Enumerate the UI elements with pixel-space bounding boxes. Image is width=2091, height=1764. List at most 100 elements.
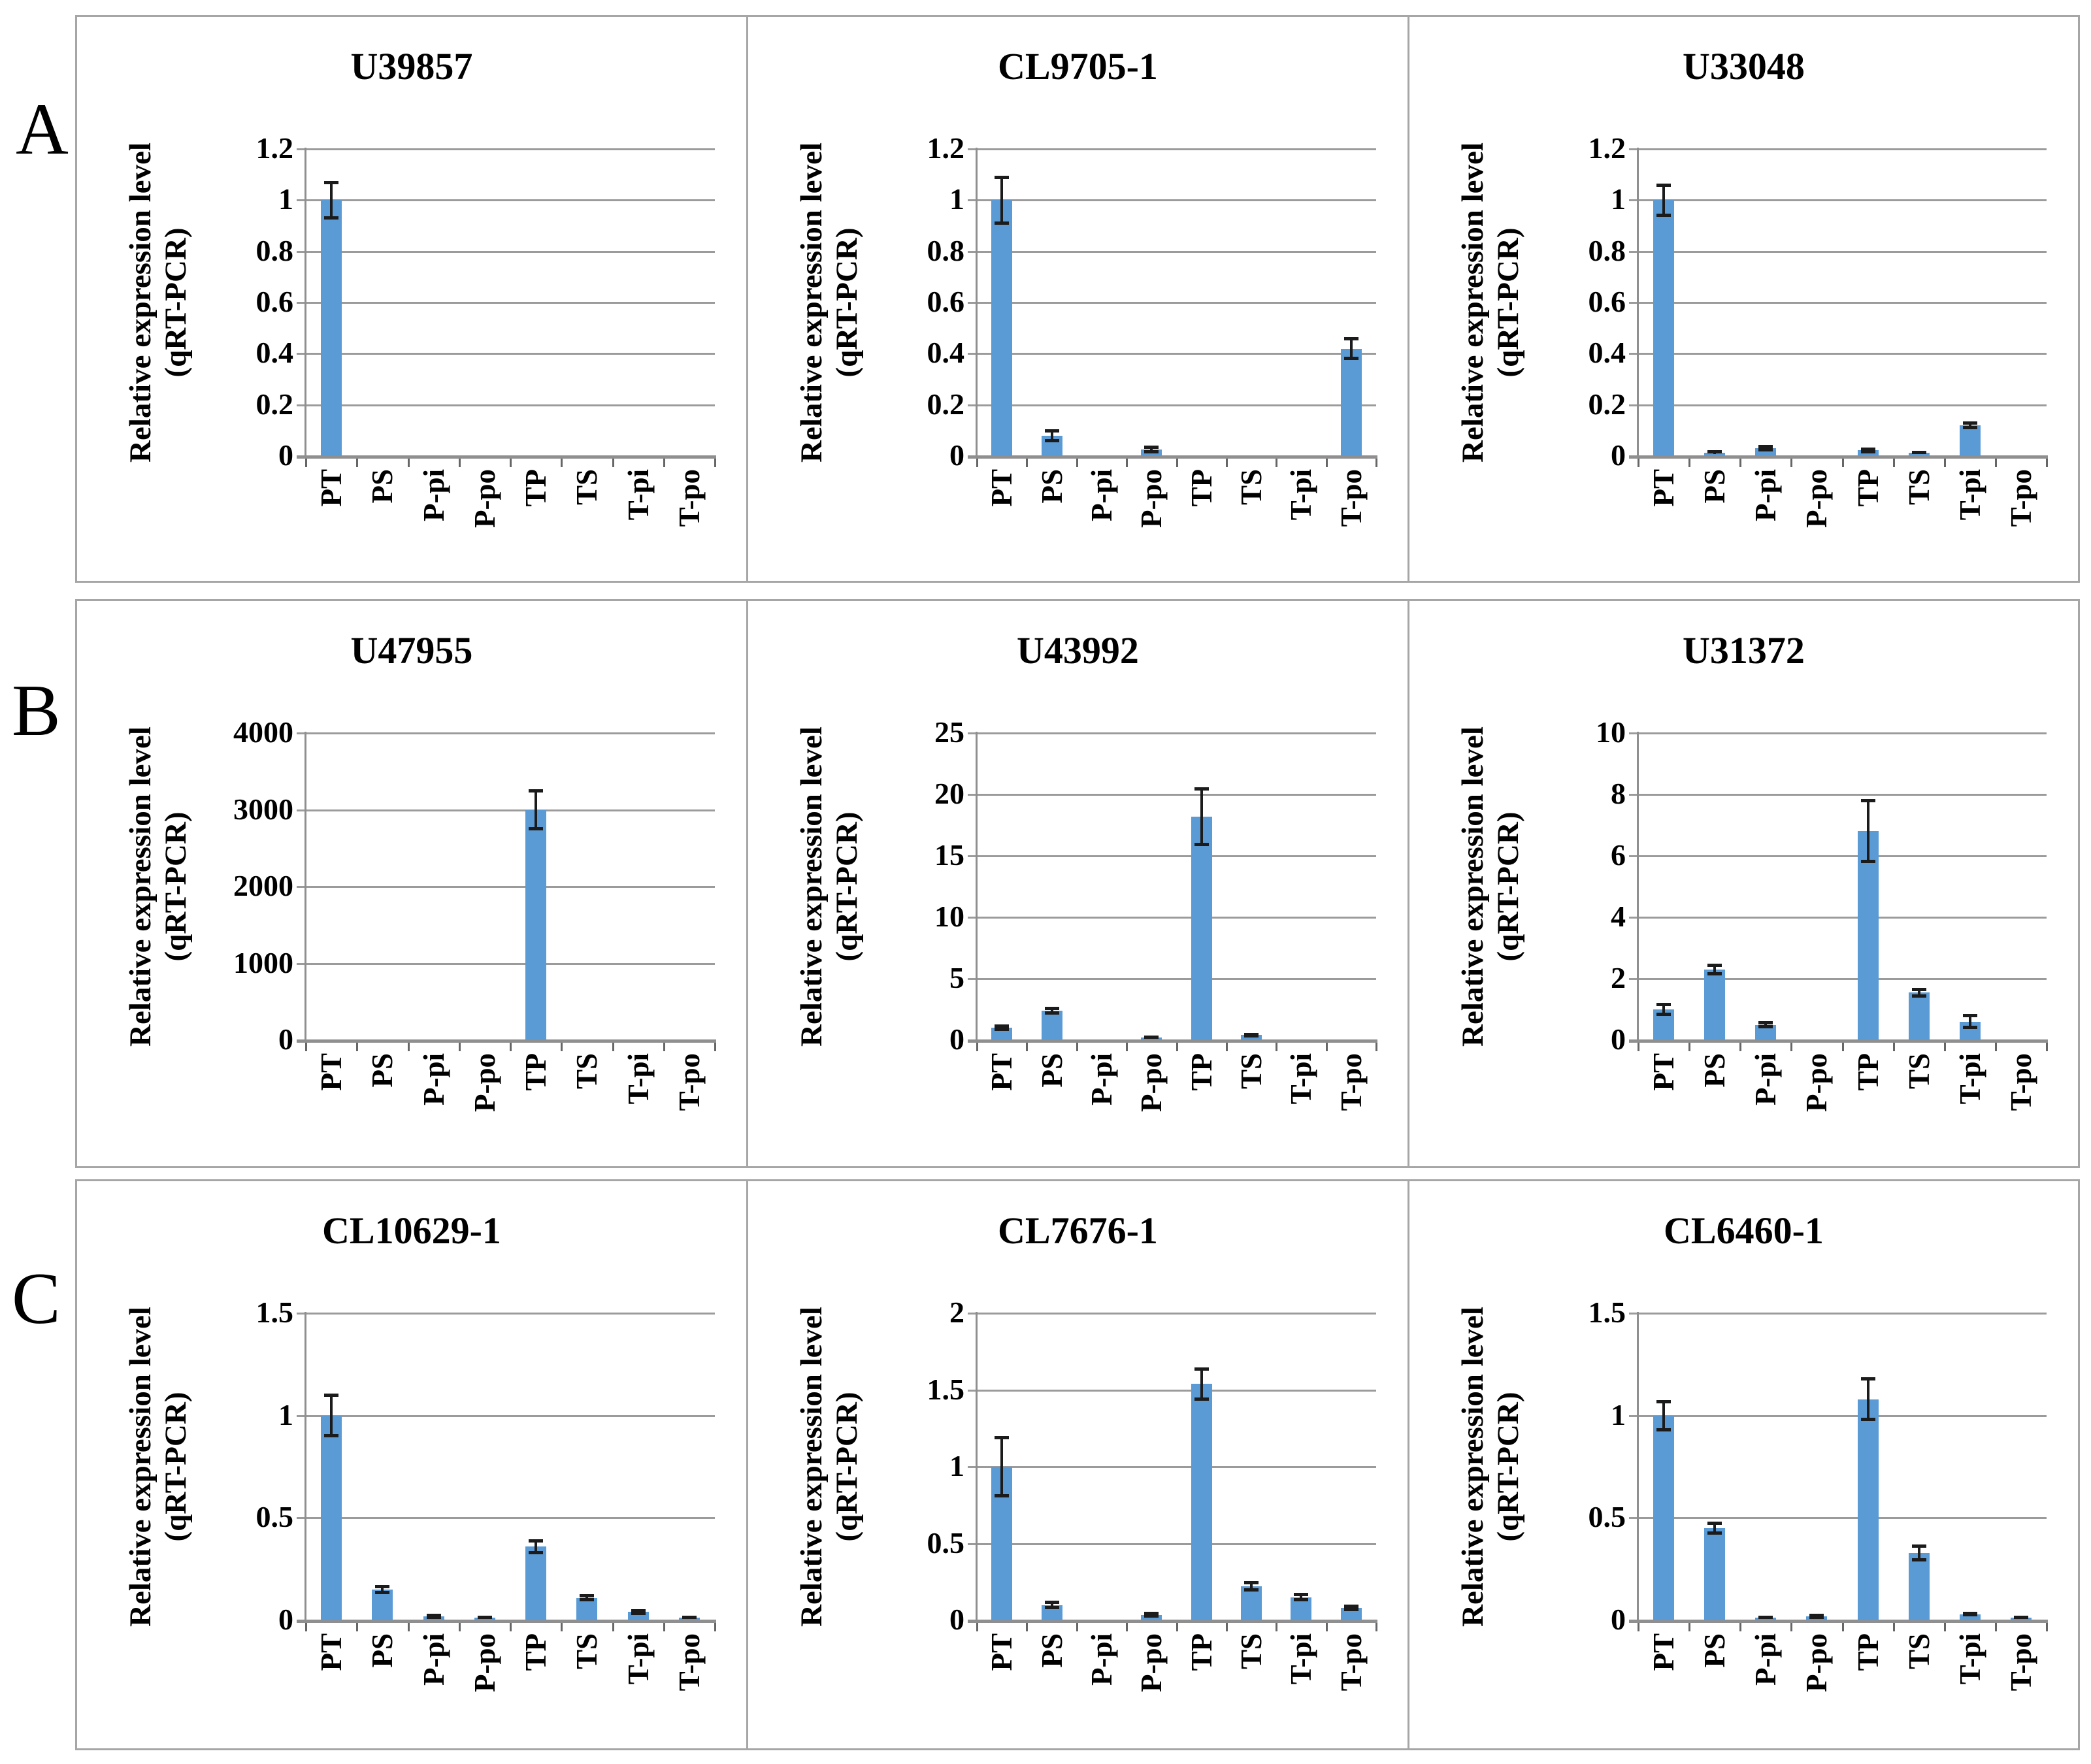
error-bar-cap-bottom <box>1962 425 1977 429</box>
error-bar-cap-top <box>1294 1593 1309 1597</box>
y-tick-label: 1 <box>278 182 293 216</box>
error-bar-cap-top <box>1656 1002 1671 1006</box>
error-bar-cap-bottom <box>324 216 339 220</box>
x-axis-tick-mark <box>2046 1623 2048 1631</box>
bar <box>1755 448 1777 456</box>
x-axis-tick-mark <box>1375 1043 1377 1051</box>
error-bar-cap-bottom <box>1911 994 1926 998</box>
y-axis-tick-mark <box>968 302 977 304</box>
x-axis-tick-mark <box>1126 1043 1128 1051</box>
x-tick-label: PS <box>1698 1053 1732 1088</box>
x-tick-label: PS <box>366 1053 399 1088</box>
y-axis-tick-mark <box>1629 1414 1638 1417</box>
x-axis-tick-mark <box>458 459 461 467</box>
error-bar-cap-bottom <box>1044 438 1059 442</box>
error-bar-cap-top <box>1343 1605 1358 1609</box>
bar <box>1857 1399 1879 1620</box>
bar <box>1141 1037 1162 1040</box>
y-axis-tick-mark <box>297 250 306 253</box>
gridline <box>306 962 715 965</box>
x-axis-tick-mark <box>1026 1623 1029 1631</box>
error-bar-cap-top <box>324 1394 339 1397</box>
y-tick-label: 5 <box>949 961 964 994</box>
x-axis-tick-mark <box>510 1043 512 1051</box>
y-axis-tick-mark <box>297 1313 306 1315</box>
x-axis-line <box>297 455 716 459</box>
x-tick-label: TP <box>1185 1633 1218 1671</box>
error-bar-cap-bottom <box>631 1611 646 1615</box>
x-axis-tick-mark <box>1325 1043 1328 1051</box>
y-tick-label: 0.4 <box>255 336 294 370</box>
bar <box>1041 1010 1062 1040</box>
y-axis-tick-mark <box>968 794 977 796</box>
error-bar <box>535 1540 538 1553</box>
error-bar-cap-top <box>1343 336 1358 340</box>
chart-panel: U43992 Relative expression level (qRT-PCR)… <box>746 601 1408 1166</box>
x-axis-tick-mark <box>1841 1043 1844 1051</box>
error-bar-cap-top <box>1860 799 1875 803</box>
bar <box>1908 992 1930 1040</box>
y-tick-label: 1000 <box>233 945 293 979</box>
error-bar <box>1000 1437 1004 1496</box>
bar <box>1908 1552 1930 1620</box>
x-axis-tick-mark <box>356 1043 359 1051</box>
gridline <box>306 250 715 253</box>
bar <box>1908 453 1930 456</box>
x-tick-label: P-po <box>468 1053 501 1112</box>
error-bar-cap-top <box>995 1024 1010 1028</box>
error-bar <box>1050 1008 1053 1013</box>
bar <box>678 1618 700 1620</box>
bar <box>1959 1614 1981 1620</box>
y-tick-label: 15 <box>934 838 964 872</box>
bar <box>1959 425 1981 456</box>
error-bar-cap-bottom <box>1962 1026 1977 1030</box>
gridline <box>306 886 715 888</box>
bar <box>1653 200 1675 456</box>
x-axis-tick-mark <box>1892 1623 1895 1631</box>
error-bar-cap-bottom <box>1244 1588 1259 1592</box>
x-axis-tick-mark <box>561 1623 563 1631</box>
gridline <box>1638 1517 2047 1520</box>
error-bar-cap-top <box>477 1615 492 1619</box>
x-axis-tick-mark <box>612 1043 614 1051</box>
y-tick-label: 1.2 <box>927 131 965 165</box>
gridline <box>1638 199 2047 202</box>
chart-panel: CL6460-1 Relative expression level (qRT-PC… <box>1408 1181 2078 1748</box>
error-bar-cap-bottom <box>1294 1598 1309 1602</box>
error-bar <box>1050 430 1053 441</box>
y-tick-label: 0.8 <box>1588 233 1626 267</box>
x-axis-line <box>968 1620 1377 1623</box>
error-bar-cap-top <box>1144 1612 1159 1616</box>
x-tick-label: PS <box>1698 469 1732 504</box>
y-axis-line <box>976 148 978 457</box>
error-bar-cap-bottom <box>1194 843 1209 847</box>
y-axis-tick-mark <box>297 809 306 811</box>
y-tick-label: 2 <box>1611 961 1626 994</box>
error-bar-cap-bottom <box>1758 448 1773 452</box>
error-bar <box>1150 447 1153 453</box>
gridline <box>977 199 1376 202</box>
x-tick-label: P-pi <box>417 469 450 522</box>
x-axis-tick-mark <box>561 1043 563 1051</box>
x-tick-label: TP <box>1851 1633 1885 1671</box>
chart-panel: U31372 Relative expression level (qRT-PCR)… <box>1408 601 2078 1166</box>
x-tick-label: T-po <box>1334 1633 1368 1691</box>
gridline <box>1638 1313 2047 1315</box>
chart-panel: U39857 Relative expression level (qRT-PCR)… <box>77 17 746 581</box>
error-bar-cap-bottom <box>529 826 544 830</box>
gridline <box>977 353 1376 355</box>
x-axis-tick-mark <box>663 459 665 467</box>
x-axis-tick-mark <box>1943 1043 1946 1051</box>
y-axis-tick-mark <box>297 302 306 304</box>
y-axis-tick-mark <box>1629 978 1638 980</box>
x-tick-label: PS <box>1035 1053 1068 1088</box>
y-axis-tick-mark <box>968 1313 977 1315</box>
x-axis-tick-mark <box>1943 459 1946 467</box>
error-bar <box>1250 1582 1253 1591</box>
x-axis-tick-mark <box>407 1043 410 1051</box>
x-axis-tick-mark <box>1375 1623 1377 1631</box>
gridline <box>977 917 1376 919</box>
y-axis-line <box>305 1312 306 1622</box>
y-tick-label: 0.8 <box>255 233 294 267</box>
gridline <box>977 1466 1376 1468</box>
